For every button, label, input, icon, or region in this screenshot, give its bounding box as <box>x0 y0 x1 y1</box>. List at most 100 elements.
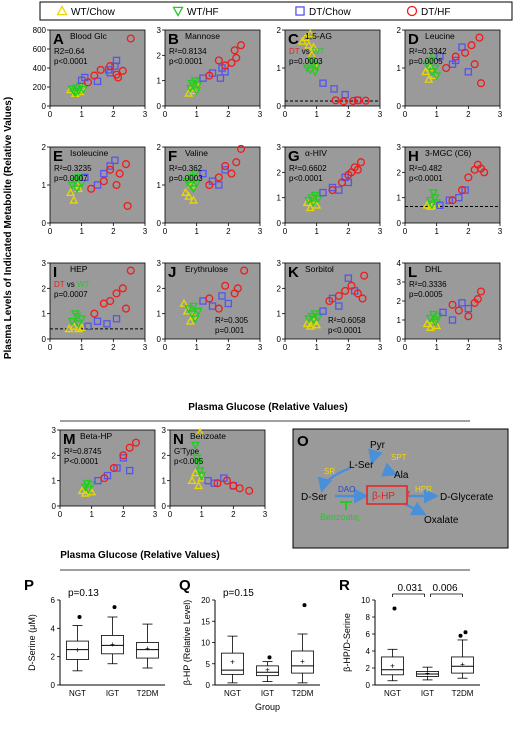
box-NGT: + <box>221 635 244 684</box>
y-tick-label: 4 <box>366 647 371 656</box>
plot-area <box>49 146 146 224</box>
p-value: 0.031 <box>397 583 422 594</box>
data-point <box>192 87 202 96</box>
data-point <box>69 321 79 330</box>
data-point <box>307 312 317 321</box>
x-tick-label: 0 <box>163 110 168 119</box>
data-point <box>221 281 230 290</box>
data-point <box>454 306 463 315</box>
data-point <box>208 302 217 310</box>
data-point <box>195 467 205 476</box>
panel-stat: G'Type <box>174 447 200 456</box>
data-point <box>310 68 320 77</box>
panel-stat: R²=0.8745 <box>64 447 102 456</box>
panel-title: 3-MGC (C6) <box>425 148 471 158</box>
panel-stat: p=0.0003 <box>169 174 203 183</box>
data-point <box>451 52 460 61</box>
x-tick-label: 3 <box>258 110 263 119</box>
category-label: T2DM <box>292 689 314 698</box>
x-tick-label: 2 <box>346 110 351 119</box>
data-point <box>188 302 199 311</box>
data-point <box>181 187 191 196</box>
data-point <box>358 294 367 303</box>
data-point <box>179 298 189 307</box>
legend: WT/Chow WT/HF DT/Chow DT/HF <box>39 1 513 21</box>
x-tick-label: 2 <box>346 343 351 352</box>
y-tick-label: 3 <box>277 259 282 268</box>
y-tick-label: 1 <box>157 77 162 86</box>
y-tick-label: 3 <box>397 143 402 152</box>
panel-stat: p<0.0001 <box>54 57 88 66</box>
y-tick-label: 0 <box>206 681 211 690</box>
data-point <box>73 184 84 193</box>
x-tick-label: 0 <box>403 343 408 352</box>
y-tick-label: 0 <box>42 102 47 111</box>
panel-stat: R²=0.6602 <box>289 164 327 173</box>
data-point <box>125 466 134 475</box>
data-point <box>230 46 239 55</box>
data-point <box>245 486 254 495</box>
x-tick-label: 0 <box>48 110 53 119</box>
y-tick-label: 3 <box>52 426 57 435</box>
data-point <box>188 195 199 204</box>
data-point <box>312 200 322 209</box>
x-tick-label: 1 <box>434 110 439 119</box>
data-point <box>185 84 195 94</box>
data-point <box>310 191 320 200</box>
y-tick-label: 2 <box>42 284 47 293</box>
data-point <box>349 97 358 106</box>
data-point <box>73 324 84 333</box>
data-point <box>131 438 141 447</box>
node-benzoate: Benzoate <box>320 512 358 522</box>
data-point <box>81 173 89 182</box>
data-point <box>432 72 442 81</box>
outlier-point <box>392 606 397 611</box>
plot-area <box>169 429 266 507</box>
box-NGT: + <box>66 615 89 672</box>
data-point <box>185 181 195 190</box>
data-point <box>190 170 200 179</box>
data-point <box>427 201 437 210</box>
data-point <box>312 320 322 329</box>
node-pyr: Pyr <box>370 440 386 451</box>
data-point <box>118 66 127 75</box>
y-tick-label: 2 <box>157 143 162 152</box>
data-point <box>184 191 194 200</box>
x-tick-label: 0 <box>403 227 408 236</box>
node-ala: Ala <box>394 470 409 481</box>
category-label: T2DM <box>452 689 474 698</box>
data-point <box>187 475 197 485</box>
plot-area <box>49 262 146 340</box>
data-point <box>111 156 119 165</box>
panel-stat: R²=0.482 <box>409 164 443 173</box>
data-point <box>210 479 219 487</box>
y-tick-label: 1 <box>162 477 167 486</box>
panel-stat: DT vs WT <box>289 47 325 56</box>
box-panel-Q: 0 5 10 15 20 Qβ-HP (Relative Level) p=0.15 + NGT… <box>179 577 320 712</box>
data-point <box>190 468 200 477</box>
box-T2DM: + <box>451 630 474 679</box>
data-point <box>480 168 489 177</box>
x-tick-label: 2 <box>466 343 471 352</box>
panel-letter: G <box>288 148 300 165</box>
y-tick-label: 2 <box>277 168 282 177</box>
x-axis-title-row4: Plasma Glucose (Relative Values) <box>60 550 220 561</box>
data-point <box>224 299 233 308</box>
data-point <box>106 165 115 174</box>
box-T2DM: + <box>136 623 159 669</box>
panel-letter: N <box>173 431 184 448</box>
outlier-point <box>463 630 468 635</box>
data-point <box>328 186 337 195</box>
panel-letter: R <box>339 577 350 594</box>
mean-marker: + <box>265 666 270 675</box>
x-tick-label: 2 <box>111 110 116 119</box>
data-point <box>353 96 362 105</box>
data-point <box>100 474 109 483</box>
data-point <box>319 188 327 197</box>
data-point <box>227 58 236 67</box>
mean-marker: + <box>75 646 80 655</box>
y-tick-label: 0 <box>157 335 162 344</box>
